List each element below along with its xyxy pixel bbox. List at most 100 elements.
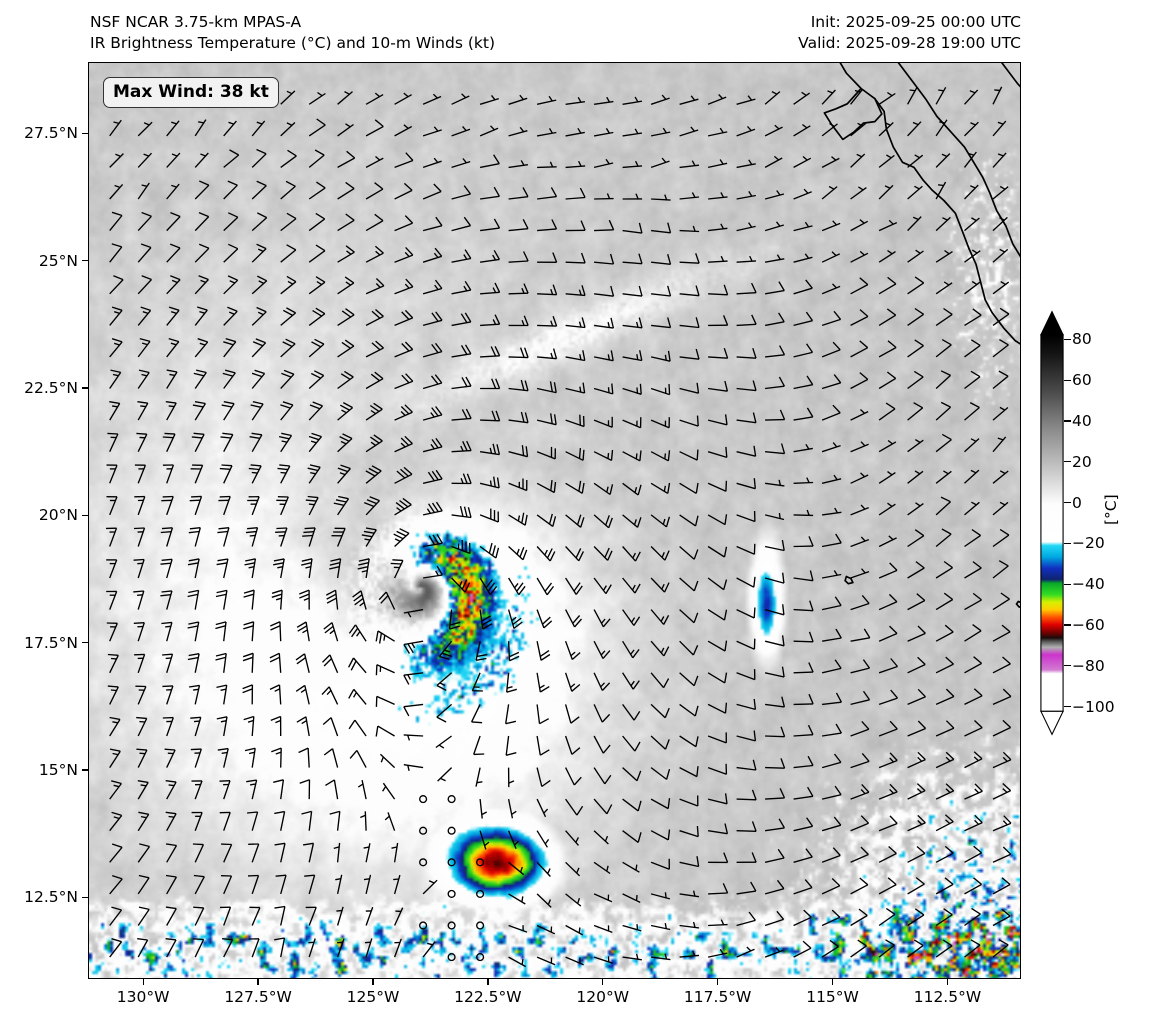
barb-half xyxy=(635,953,639,960)
barb-staff xyxy=(622,387,642,395)
barb-staff xyxy=(337,282,355,295)
barb-half xyxy=(801,91,807,96)
barb-staff xyxy=(821,89,836,105)
wind-barb xyxy=(622,160,643,169)
barb-full xyxy=(358,562,369,566)
barb-full xyxy=(807,755,814,766)
barb-staff xyxy=(935,153,951,168)
wind-barb xyxy=(850,409,869,421)
wind-barb xyxy=(322,654,339,674)
wind-barb xyxy=(276,496,289,516)
barb-staff xyxy=(365,157,384,168)
wind-barb xyxy=(593,416,613,428)
barb-staff xyxy=(593,162,614,169)
barb-staff xyxy=(303,653,310,673)
barb-staff xyxy=(365,188,384,200)
wind-barb xyxy=(679,609,699,624)
barb-full xyxy=(580,220,586,231)
barb-half xyxy=(945,788,951,794)
barb-staff xyxy=(878,377,897,390)
barb-staff xyxy=(166,939,177,958)
calm-wind-symbol xyxy=(476,858,485,867)
barb-staff xyxy=(650,546,666,561)
wind-barb xyxy=(764,635,785,647)
barb-staff xyxy=(878,184,894,200)
wind-barb xyxy=(137,337,151,358)
wind-barb xyxy=(271,747,282,768)
barb-full xyxy=(466,440,472,451)
barb-full xyxy=(573,776,582,786)
barb-staff xyxy=(622,514,639,528)
barb-staff xyxy=(650,514,667,528)
wind-barb xyxy=(650,157,670,169)
wind-barb xyxy=(394,497,412,516)
lon-tick-mark xyxy=(602,979,604,985)
wind-barb xyxy=(137,874,150,895)
wind-barb xyxy=(365,245,384,263)
wind-barb xyxy=(736,95,756,105)
wind-barb xyxy=(793,91,810,105)
barb-full xyxy=(808,693,814,705)
barb-staff xyxy=(850,914,868,927)
wind-barb xyxy=(964,438,980,453)
barb-staff xyxy=(536,924,556,935)
wind-barb xyxy=(935,877,954,895)
wind-barb xyxy=(878,219,898,232)
barb-staff xyxy=(935,663,954,674)
wind-barb xyxy=(707,545,728,558)
wind-barb xyxy=(337,402,354,421)
barb-full xyxy=(225,337,236,343)
barb-staff xyxy=(353,688,367,705)
barb-staff xyxy=(536,482,555,494)
wind-barb xyxy=(109,183,124,200)
barb-staff xyxy=(536,861,551,877)
barb-full xyxy=(345,308,355,316)
barb-half xyxy=(828,185,835,190)
barb-half xyxy=(492,287,497,293)
barb-half xyxy=(521,287,525,294)
barb-half xyxy=(440,777,446,782)
barb-full xyxy=(914,276,925,284)
wind-barb xyxy=(422,879,438,895)
barb-staff xyxy=(764,126,783,137)
barb-full xyxy=(273,562,284,566)
barb-full xyxy=(282,309,293,316)
wind-barb xyxy=(651,254,672,265)
wind-barb xyxy=(280,212,297,232)
barb-full xyxy=(481,615,492,622)
calm-wind-symbol xyxy=(419,921,428,930)
wind-barb xyxy=(992,406,1009,421)
barb-staff xyxy=(328,686,339,705)
barb-full xyxy=(401,311,410,320)
barb-full xyxy=(256,180,267,187)
barb-half xyxy=(833,570,838,576)
barb-full xyxy=(543,620,553,629)
barb-staff xyxy=(736,323,757,327)
wind-barb xyxy=(565,350,586,362)
barb-staff xyxy=(651,229,671,234)
barb-full xyxy=(187,593,199,598)
barb-staff xyxy=(394,94,412,105)
barb-full xyxy=(835,723,842,734)
barb-staff xyxy=(479,609,484,630)
wind-barb xyxy=(707,480,728,492)
wind-barb xyxy=(565,252,586,264)
barb-half xyxy=(720,223,725,230)
barb-full xyxy=(523,283,529,294)
barb-staff xyxy=(707,545,725,558)
barb-half xyxy=(938,89,944,92)
barb-staff xyxy=(308,527,316,547)
barb-full xyxy=(140,306,151,312)
barb-full xyxy=(608,517,613,529)
barb-full xyxy=(271,589,283,594)
barb-staff xyxy=(308,154,325,168)
barb-full xyxy=(107,653,119,656)
wind-barb xyxy=(907,216,922,232)
wind-barb xyxy=(360,811,367,831)
wind-barb xyxy=(451,280,472,295)
barb-full xyxy=(753,730,757,741)
colorbar-tick-mark xyxy=(1064,624,1071,626)
wind-barb xyxy=(650,609,670,625)
barb-staff xyxy=(223,621,227,642)
barb-staff xyxy=(280,312,297,326)
